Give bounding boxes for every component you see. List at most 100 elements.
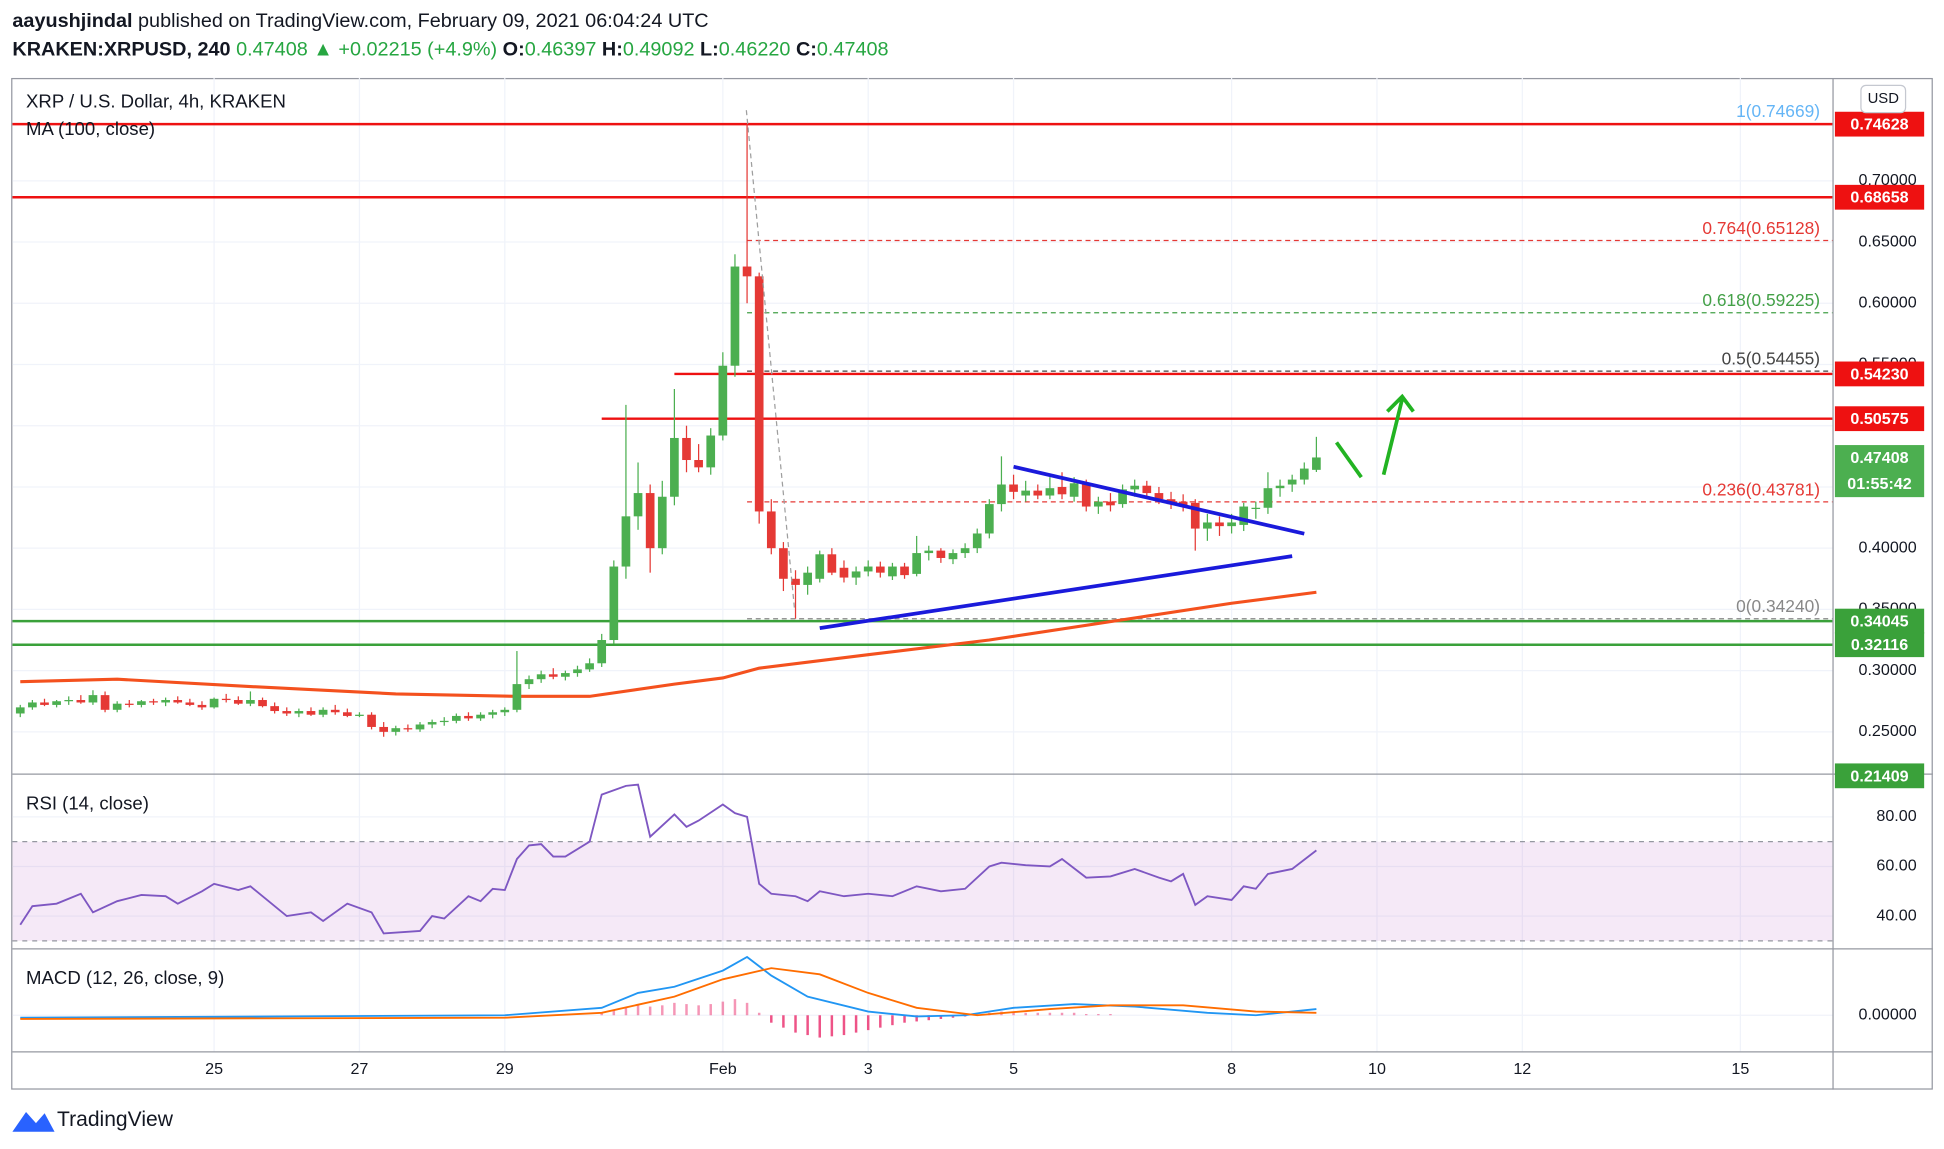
candle-body <box>76 700 86 703</box>
candle-body <box>1299 468 1309 480</box>
histogram-bar <box>685 1004 688 1016</box>
candle-body <box>15 707 25 714</box>
histogram-bar <box>915 1015 918 1022</box>
histogram-bar <box>661 1005 664 1016</box>
candle-body <box>246 700 255 704</box>
histogram-bar <box>866 1015 870 1031</box>
candle-body <box>1069 483 1079 497</box>
y-tick-label: 0.65000 <box>1858 232 1916 250</box>
rsi-title: RSI (14, close) <box>26 792 149 813</box>
symbol-line: KRAKEN:XRPUSD, 240 0.47408 ▲ +0.02215 (+… <box>12 39 888 61</box>
histogram-bar <box>854 1015 858 1033</box>
fib-label: 0.236(0.43781) <box>1702 479 1820 499</box>
candle-body <box>173 700 183 703</box>
candle-body <box>1081 483 1091 507</box>
price-tag <box>1834 406 1925 432</box>
ohlc-value: 0.47408 <box>817 39 889 61</box>
candle-body <box>1106 501 1115 506</box>
candle-body <box>488 712 498 715</box>
candle-body <box>28 702 37 708</box>
candle-body <box>1118 489 1127 505</box>
candle-body <box>1275 485 1285 489</box>
histogram-bar <box>770 1015 773 1023</box>
candle-body <box>573 669 582 674</box>
candle-body <box>197 704 207 708</box>
currency-label[interactable]: USD <box>1868 91 1900 107</box>
candle-body <box>112 703 122 710</box>
price-tag-label: 0.68658 <box>1850 189 1908 207</box>
candle-body <box>1045 488 1055 496</box>
candle-body <box>815 554 825 579</box>
candle-body <box>52 701 61 705</box>
candle-body <box>657 496 667 549</box>
histogram-bar <box>927 1015 931 1021</box>
macd-line <box>20 967 1317 1020</box>
trendline <box>1013 464 1305 536</box>
macd-title: MACD (12, 26, close, 9) <box>26 967 224 988</box>
candle-body <box>779 548 788 579</box>
price-tag <box>1834 763 1925 789</box>
candle-body <box>682 437 691 461</box>
candle-body <box>149 701 158 703</box>
candle-body <box>694 460 703 468</box>
candle-body <box>1215 522 1224 527</box>
histogram-bar <box>806 1015 809 1036</box>
y-tick-label: 0.00000 <box>1858 1005 1916 1023</box>
candle-body <box>318 709 328 715</box>
candle-body <box>1009 484 1018 492</box>
fib-label: 0.618(0.59225) <box>1702 290 1820 310</box>
ohlc-key: C: <box>796 39 817 61</box>
histogram-bar <box>891 1015 894 1026</box>
candle-body <box>379 726 389 732</box>
histogram-bar <box>648 1006 652 1016</box>
histogram-bar <box>612 1010 616 1016</box>
fib-label: 0.764(0.65128) <box>1702 218 1820 238</box>
author: aayushjindal <box>12 10 132 32</box>
y-tick-label: 60.00 <box>1876 857 1916 875</box>
candle-body <box>1057 486 1067 495</box>
candle-body <box>124 703 134 705</box>
symbol: KRAKEN:XRPUSD, 240 <box>12 39 230 61</box>
x-tick-label: 12 <box>1513 1060 1531 1078</box>
price-tag-label: 0.50575 <box>1850 410 1908 428</box>
x-tick-label: 10 <box>1368 1060 1386 1078</box>
logo-icon <box>12 1111 55 1132</box>
candle-body <box>948 553 958 560</box>
candle-body <box>1227 522 1236 527</box>
histogram-bar <box>903 1015 906 1023</box>
x-tick-label: 3 <box>864 1060 873 1078</box>
candle-body <box>984 504 994 534</box>
candle-body <box>536 674 546 680</box>
currency-button[interactable] <box>1860 84 1907 114</box>
trendline <box>819 554 1293 630</box>
candle-body <box>88 695 98 703</box>
candle-body <box>1239 506 1249 525</box>
x-tick-label: 29 <box>496 1060 514 1078</box>
histogram-bar <box>745 1002 749 1016</box>
y-tick-label: 0.25000 <box>1858 722 1916 740</box>
candle-body <box>766 511 776 549</box>
ma-line <box>20 590 1317 698</box>
ohlc-value: 0.46220 <box>719 39 791 61</box>
candle-body <box>258 700 267 707</box>
fib-label: 0(0.34240) <box>1736 596 1820 616</box>
candle-body <box>803 572 812 585</box>
candle-body <box>1033 490 1043 496</box>
histogram-bar <box>1060 1012 1064 1016</box>
candle-body <box>137 701 146 705</box>
candle-body <box>670 437 679 497</box>
brand-name: TradingView <box>57 1108 174 1131</box>
candle-body <box>997 484 1006 505</box>
macd-line <box>20 955 1317 1019</box>
price-tag <box>1834 184 1925 210</box>
y-tick-label: 40.00 <box>1876 906 1916 924</box>
x-tick-label: 25 <box>205 1060 223 1078</box>
published-info: published on TradingView.com, February 0… <box>138 10 709 32</box>
candle-body <box>791 578 800 585</box>
candle-body <box>524 679 534 685</box>
projection-arrow <box>1381 393 1415 476</box>
rsi-pane <box>12 783 1833 942</box>
histogram-bar <box>721 1001 725 1016</box>
candle-body <box>367 714 376 727</box>
